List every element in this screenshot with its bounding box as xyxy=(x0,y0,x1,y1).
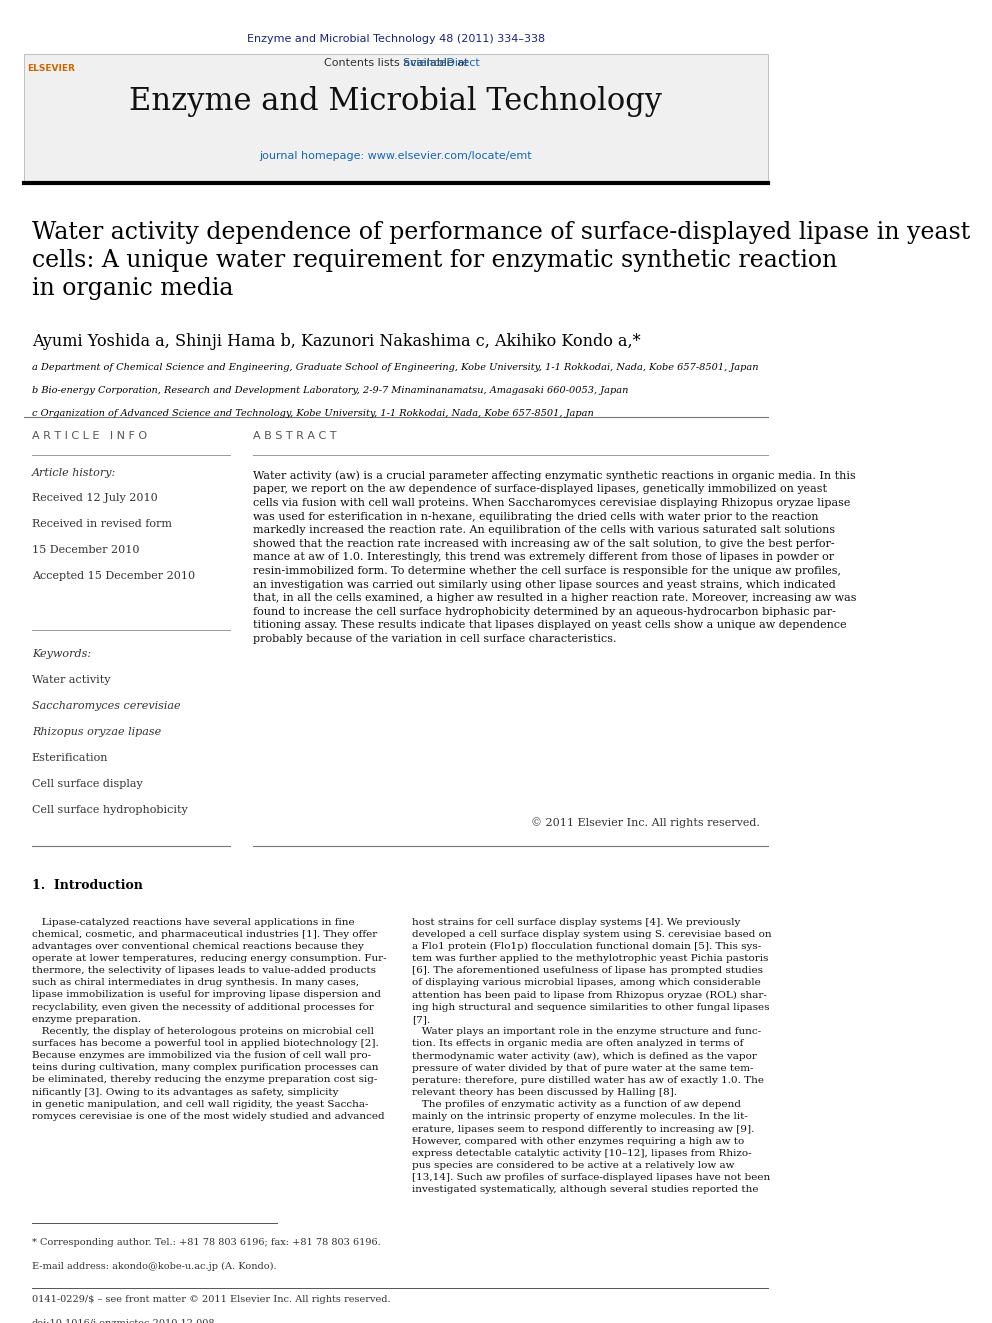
Text: Rhizopus oryzae lipase: Rhizopus oryzae lipase xyxy=(32,726,161,737)
Text: journal homepage: www.elsevier.com/locate/emt: journal homepage: www.elsevier.com/locat… xyxy=(260,151,533,161)
Text: host strains for cell surface display systems [4]. We previously
developed a cel: host strains for cell surface display sy… xyxy=(412,918,772,1195)
Text: Enzyme and Microbial Technology: Enzyme and Microbial Technology xyxy=(129,86,663,118)
Text: Cell surface hydrophobicity: Cell surface hydrophobicity xyxy=(32,804,187,815)
Text: Water activity dependence of performance of surface-displayed lipase in yeast
ce: Water activity dependence of performance… xyxy=(32,221,970,300)
Text: Enzyme and Microbial Technology 48 (2011) 334–338: Enzyme and Microbial Technology 48 (2011… xyxy=(247,34,545,44)
FancyBboxPatch shape xyxy=(24,54,768,181)
Text: a Department of Chemical Science and Engineering, Graduate School of Engineering: a Department of Chemical Science and Eng… xyxy=(32,363,758,372)
Text: Article history:: Article history: xyxy=(32,467,116,478)
Text: A R T I C L E   I N F O: A R T I C L E I N F O xyxy=(32,431,147,442)
Text: Lipase-catalyzed reactions have several applications in fine
chemical, cosmetic,: Lipase-catalyzed reactions have several … xyxy=(32,918,386,1121)
Text: 1.  Introduction: 1. Introduction xyxy=(32,878,143,892)
Text: ELSEVIER: ELSEVIER xyxy=(28,65,75,73)
Text: Water activity (aw) is a crucial parameter affecting enzymatic synthetic reactio: Water activity (aw) is a crucial paramet… xyxy=(253,470,857,644)
Text: E-mail address: akondo@kobe-u.ac.jp (A. Kondo).: E-mail address: akondo@kobe-u.ac.jp (A. … xyxy=(32,1262,277,1271)
Text: Received in revised form: Received in revised form xyxy=(32,520,172,529)
Text: A B S T R A C T: A B S T R A C T xyxy=(253,431,337,442)
Text: ScienceDirect: ScienceDirect xyxy=(312,58,480,67)
Text: doi:10.1016/j.enzmictec.2010.12.008: doi:10.1016/j.enzmictec.2010.12.008 xyxy=(32,1319,215,1323)
Text: 15 December 2010: 15 December 2010 xyxy=(32,545,139,556)
Text: Ayumi Yoshida a, Shinji Hama b, Kazunori Nakashima c, Akihiko Kondo a,*: Ayumi Yoshida a, Shinji Hama b, Kazunori… xyxy=(32,333,640,351)
Text: Esterification: Esterification xyxy=(32,753,108,763)
Text: Contents lists available at: Contents lists available at xyxy=(323,58,468,67)
Text: b Bio-energy Corporation, Research and Development Laboratory, 2-9-7 Minaminanam: b Bio-energy Corporation, Research and D… xyxy=(32,386,628,396)
Text: Cell surface display: Cell surface display xyxy=(32,779,143,789)
Text: Accepted 15 December 2010: Accepted 15 December 2010 xyxy=(32,572,194,581)
Text: © 2011 Elsevier Inc. All rights reserved.: © 2011 Elsevier Inc. All rights reserved… xyxy=(532,818,760,828)
Text: * Corresponding author. Tel.: +81 78 803 6196; fax: +81 78 803 6196.: * Corresponding author. Tel.: +81 78 803… xyxy=(32,1238,380,1248)
Text: Water activity: Water activity xyxy=(32,675,110,685)
Text: 0141-0229/$ – see front matter © 2011 Elsevier Inc. All rights reserved.: 0141-0229/$ – see front matter © 2011 El… xyxy=(32,1295,390,1304)
Text: Received 12 July 2010: Received 12 July 2010 xyxy=(32,493,158,504)
Text: c Organization of Advanced Science and Technology, Kobe University, 1-1 Rokkodai: c Organization of Advanced Science and T… xyxy=(32,409,593,418)
Text: Keywords:: Keywords: xyxy=(32,650,91,659)
Text: Saccharomyces cerevisiae: Saccharomyces cerevisiae xyxy=(32,701,181,710)
